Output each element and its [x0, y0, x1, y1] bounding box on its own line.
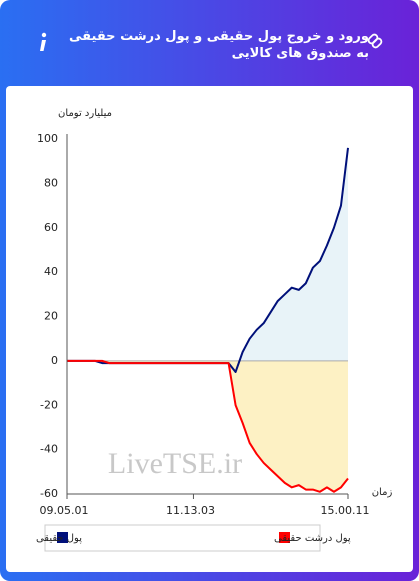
legend-swatch [279, 532, 290, 543]
y-tick-label: 0 [51, 354, 58, 367]
y-tick-label: 100 [37, 132, 58, 145]
card-title: ورود و خروج پول حقیقی و پول درشت حقیقی ب… [69, 29, 369, 61]
x-tick-label: 15.00.11 [321, 504, 370, 517]
y-tick-label: 60 [44, 221, 58, 234]
y-tick-label: -20 [40, 398, 58, 411]
legend-label: پول درشت حقیقی [274, 533, 351, 544]
link-icon [367, 33, 383, 49]
legend-label: پول حقیقی [36, 533, 82, 544]
y-axis-label: میلیارد تومان [58, 108, 112, 119]
x-tick-label: 09.05.01 [40, 504, 89, 517]
area [67, 147, 348, 372]
info-icon [40, 40, 46, 51]
header-icons [40, 32, 383, 51]
y-tick-label: 80 [44, 176, 58, 189]
watermark: LiveTSE.ir [108, 447, 242, 480]
x-axis-label: زمان [372, 487, 393, 498]
legend [44, 524, 321, 552]
x-tick-label: 11.13.03 [166, 504, 215, 517]
y-tick-label: 40 [44, 265, 58, 278]
info-icon [41, 32, 47, 38]
area [67, 360, 348, 492]
legend-swatch [57, 532, 68, 543]
y-tick-label: -40 [40, 443, 58, 456]
y-tick-label: -60 [40, 487, 58, 500]
y-tick-label: 20 [44, 310, 58, 323]
line [67, 359, 349, 493]
